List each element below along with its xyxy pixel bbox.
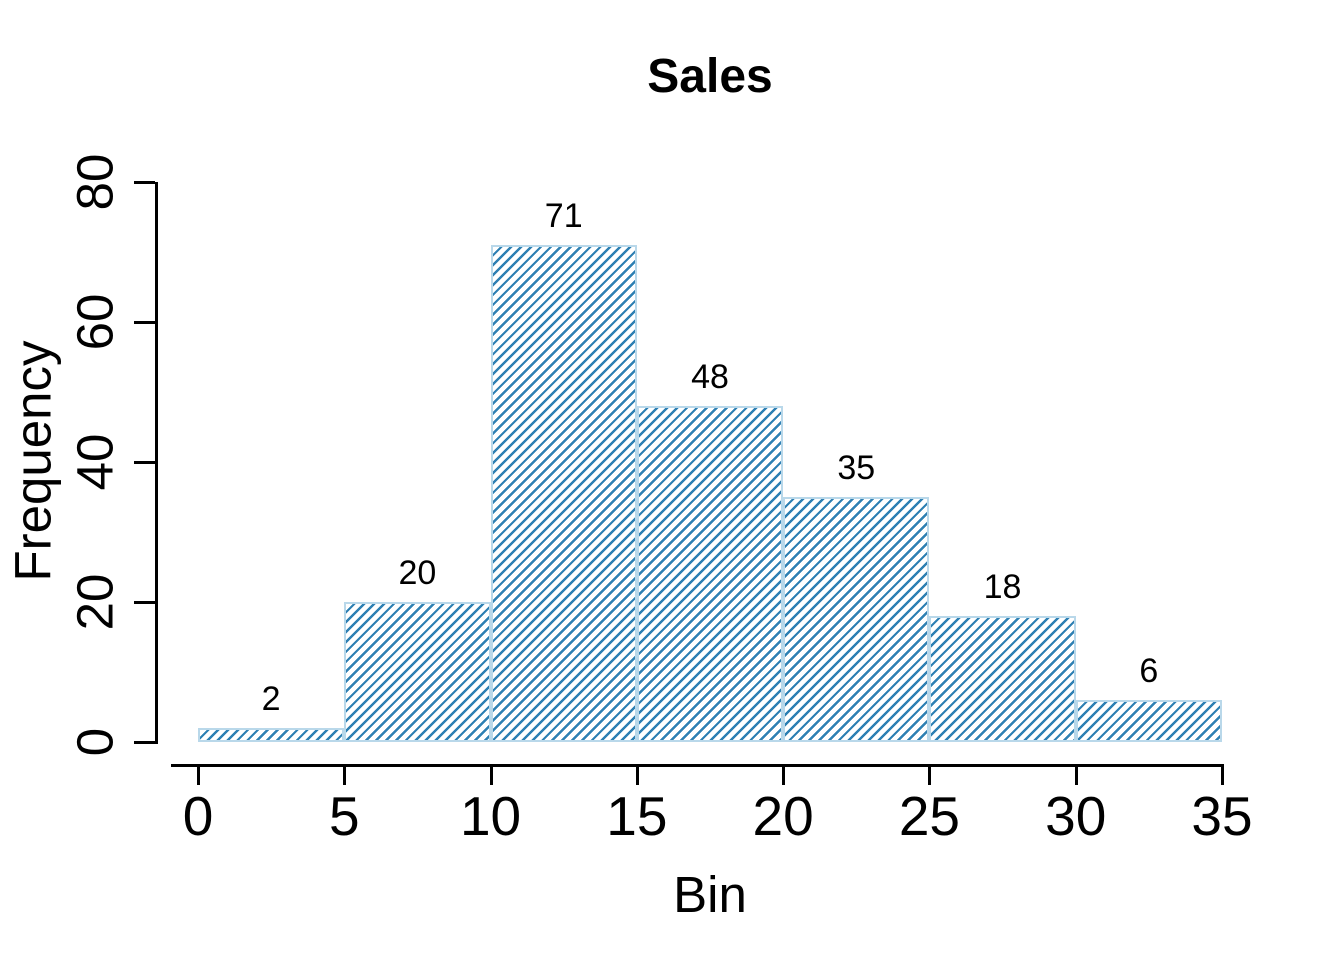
y-axis-line <box>155 182 158 744</box>
x-tick <box>343 765 347 785</box>
chart-title: Sales <box>647 50 773 103</box>
y-tick <box>134 601 155 604</box>
y-tick <box>134 181 155 184</box>
x-tick-label: 25 <box>898 785 961 847</box>
bar-value-label: 71 <box>544 197 583 235</box>
bar-value-label: 48 <box>691 358 729 396</box>
x-tick-label: 30 <box>1045 785 1107 847</box>
x-tick <box>782 765 786 785</box>
histogram-bar <box>344 602 491 742</box>
y-axis-label: Frequency <box>4 340 62 582</box>
x-tick <box>928 765 932 785</box>
x-tick-label: 15 <box>606 785 668 847</box>
y-tick-label: 20 <box>66 573 124 631</box>
y-tick-label: 60 <box>66 293 124 351</box>
x-tick-label: 35 <box>1191 785 1253 847</box>
histogram-bar <box>636 406 784 742</box>
bar-value-label: 20 <box>398 554 437 592</box>
histogram-bar <box>1075 700 1222 742</box>
y-tick-label: 80 <box>66 153 124 211</box>
x-axis-label: Bin <box>673 866 747 923</box>
histogram-bar <box>929 616 1076 742</box>
bar-value-label: 2 <box>261 680 281 718</box>
x-tick <box>1221 765 1224 785</box>
bar-value-label: 18 <box>983 568 1022 606</box>
y-tick <box>134 461 155 464</box>
x-tick-label: 5 <box>328 785 360 847</box>
x-tick <box>635 765 639 785</box>
y-tick-label: 40 <box>66 433 124 491</box>
x-axis-line <box>171 764 1224 767</box>
y-tick <box>134 741 155 744</box>
x-tick-label: 20 <box>752 785 814 847</box>
y-tick <box>134 321 155 324</box>
bar-value-label: 35 <box>837 449 876 487</box>
bar-value-label: 6 <box>1139 652 1159 690</box>
x-tick-label: 10 <box>459 785 522 847</box>
x-tick <box>1074 765 1078 785</box>
x-tick-label: 0 <box>182 785 214 847</box>
y-tick-label: 0 <box>66 727 124 757</box>
histogram-bar <box>198 728 345 742</box>
x-tick <box>489 765 493 785</box>
histogram-bar <box>783 497 930 742</box>
x-tick <box>197 765 200 785</box>
histogram-bar <box>490 245 637 742</box>
